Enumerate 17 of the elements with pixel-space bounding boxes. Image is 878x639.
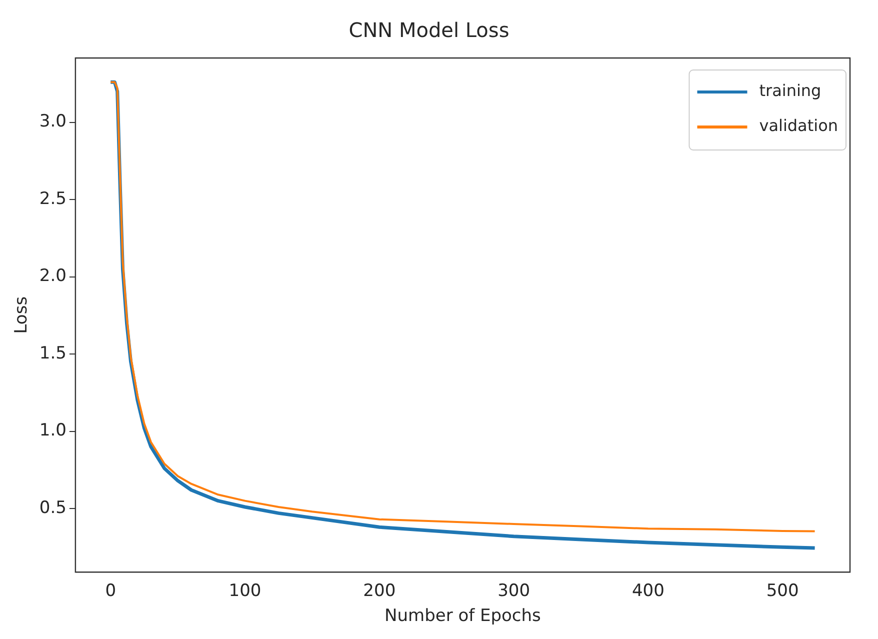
- y-tick-label: 1.0: [39, 420, 66, 441]
- y-tick-label: 2.0: [39, 266, 66, 286]
- x-tick-label: 500: [766, 580, 799, 601]
- y-tick-label: 1.5: [39, 343, 66, 364]
- legend-label: training: [759, 81, 822, 100]
- x-tick-label: 200: [363, 580, 396, 601]
- chart-title: CNN Model Loss: [348, 18, 510, 42]
- legend-label: validation: [759, 116, 838, 136]
- y-tick-label: 3.0: [39, 112, 66, 132]
- x-tick-label: 300: [498, 580, 530, 601]
- x-tick-label: 100: [228, 580, 262, 601]
- y-tick-label: 2.5: [39, 188, 66, 209]
- y-axis-title: Loss: [12, 296, 32, 334]
- y-tick-label: 0.5: [39, 498, 66, 518]
- x-tick-label: 400: [632, 580, 664, 601]
- x-axis-title: Number of Epochs: [384, 606, 542, 626]
- x-tick-label: 0: [105, 580, 116, 601]
